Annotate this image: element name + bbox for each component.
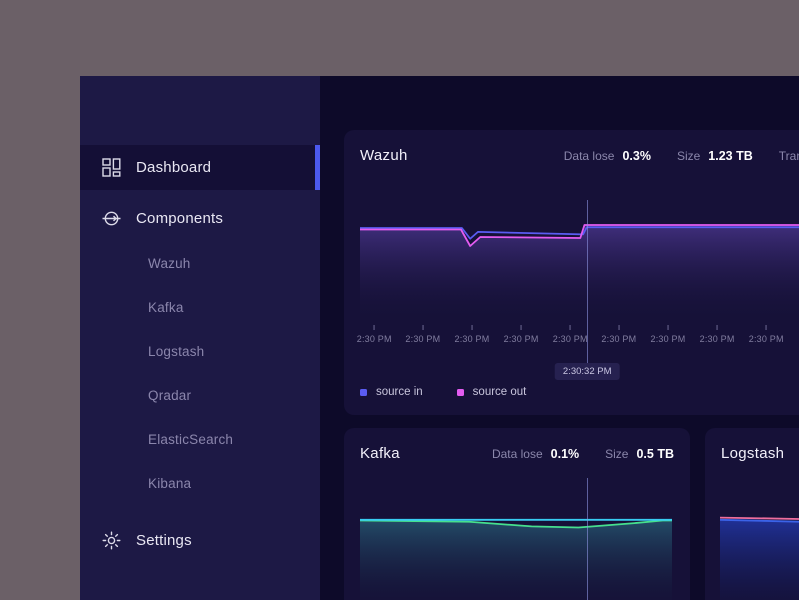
wazuh-chart-svg [360,200,799,325]
x-axis-tick: 2:30 PM [601,325,636,344]
card-title: Wazuh [360,147,408,164]
card-title: Logstash [721,445,785,462]
wazuh-card: Wazuh Data lose 0.3% Size 1.23 TB Tran [344,130,799,415]
logstash-card: Logstash [705,428,799,600]
legend-item-source-in: source in [360,386,423,398]
x-axis-tick: 2:30 PM [651,325,686,344]
x-axis-tick: 2:30 PM [749,325,784,344]
logstash-card-header: Logstash [721,445,799,462]
card-stats: Data lose 0.1% Size 0.5 TB [492,447,674,461]
card-title: Kafka [360,445,400,462]
card-stats: Data lose 0.3% Size 1.23 TB Tran [564,149,799,163]
main-content: Wazuh Data lose 0.3% Size 1.23 TB Tran [320,76,799,600]
stat-size: Size 1.23 TB [676,148,753,163]
sidebar-item-label: Settings [136,532,192,549]
wazuh-card-header: Wazuh Data lose 0.3% Size 1.23 TB Tran [360,147,799,164]
dashboard-grid-icon [102,158,121,177]
sidebar-subitem-kibana[interactable]: Kibana [148,475,192,491]
kafka-card: Kafka Data lose 0.1% Size 0.5 TB [344,428,690,600]
stat-data-lose: Data lose 0.3% [563,148,651,163]
components-sub-list: Wazuh Kafka Logstash Qradar ElasticSearc… [80,241,320,505]
wazuh-chart[interactable]: 2:30 PM 2:30 PM 2:30 PM 2:30 PM 2:30 PM 2:30 … [357,200,799,380]
sidebar-subitem-logstash[interactable]: Logstash [148,343,205,359]
sidebar-item-label: Components [136,210,224,227]
sidebar-item-label: Dashboard [136,159,212,176]
legend-swatch-source-in [360,388,367,396]
sidebar-item-components[interactable]: Components [80,196,320,241]
chart-cursor-line [587,200,589,364]
sidebar-item-dashboard[interactable]: Dashboard [80,145,320,190]
chart-tooltip: 2:30:32 PM [554,363,620,380]
logstash-chart[interactable] [720,500,799,600]
sidebar-item-settings[interactable]: Settings [80,518,320,563]
kafka-card-header: Kafka Data lose 0.1% Size 0.5 TB [360,445,674,462]
x-axis-tick: 2:30 PM [405,325,440,344]
x-axis-tick: 2:30 PM [455,325,490,344]
x-axis-tick: 2:30 PM [504,325,539,344]
app-window: Dashboard Components Wazuh Kafka Logstas… [80,76,799,600]
sidebar-subitem-qradar[interactable]: Qradar [148,387,192,403]
x-axis-tick: 2:30 PM [553,325,588,344]
components-icon [102,209,121,228]
stat-transfer-truncated: Tran [778,148,799,163]
gear-icon [102,531,121,550]
legend-swatch-source-out [456,388,464,396]
sidebar-subitem-kafka[interactable]: Kafka [148,299,184,315]
x-axis-tick: 2:30 PM [700,325,735,344]
legend-item-source-out: source out [456,386,526,398]
sidebar: Dashboard Components Wazuh Kafka Logstas… [80,76,320,600]
chart-legend: source in source out [360,386,526,398]
kafka-chart-svg [360,500,672,600]
stat-data-lose: Data lose 0.1% [491,446,580,461]
kafka-chart[interactable] [360,478,672,600]
stat-size: Size 0.5 TB [605,446,674,461]
sidebar-subitem-wazuh[interactable]: Wazuh [148,255,191,271]
active-indicator [315,145,320,190]
logstash-chart-svg [720,500,799,600]
chart-cursor-line [587,478,589,600]
x-axis: 2:30 PM 2:30 PM 2:30 PM 2:30 PM 2:30 PM 2:30 … [357,325,799,351]
sidebar-subitem-elasticsearch[interactable]: ElasticSearch [148,431,234,447]
x-axis-tick: 2:30 PM [357,325,392,344]
